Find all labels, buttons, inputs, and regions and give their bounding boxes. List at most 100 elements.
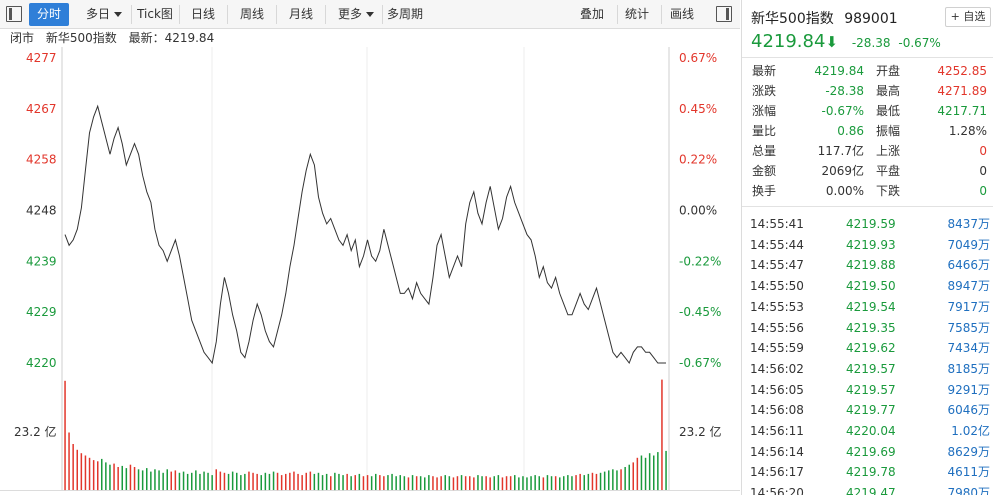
intraday-chart[interactable]: 4277 0.67% 4267 0.45% 4258 0.22% 4248 0.00% 4239… [0,47,740,495]
volume-bar [280,475,283,491]
tick-price: 4219.78 [846,465,896,480]
quote-row: 涨幅 -0.67% 最低 4217.71 [742,101,993,121]
quote-row: 量比 0.86 振幅 1.28% [742,121,993,141]
volume-bar [301,475,303,491]
tab-weekly[interactable]: 周线 [239,7,264,21]
toggle-left-panel-icon[interactable] [6,6,22,22]
tick-volume: 7585万 [947,320,990,335]
volume-bar [546,475,549,491]
tick-time: 14:56:14 [750,444,804,459]
volume-bar [231,471,234,490]
tick-price: 4219.69 [846,444,896,459]
toolbar-divider [131,5,132,24]
volume-bar [170,471,172,490]
volume-bar [125,468,128,490]
quote-row: 涨跌 -28.38 最高 4271.89 [742,81,993,101]
toolbar-divider [227,5,228,24]
quote-label: 涨跌 [752,84,777,98]
tick-volume: 8437万 [947,217,990,231]
volume-bar [444,475,446,491]
chart-info-line: 闭市 新华500指数 最新：4219.84 [0,29,740,47]
tab-more-label: 更多 [337,7,362,21]
tick-price: 4219.62 [846,341,896,356]
index-name: 新华500指数 [45,31,117,45]
add-to-watchlist-button[interactable]: + 自选 [945,7,991,27]
volume-bar [534,475,536,491]
market-status: 闭市 [10,31,35,45]
volume-bar [407,477,410,491]
volume-bar [571,476,573,490]
tab-multi-period[interactable]: 多周期 [386,7,423,21]
volume-bar [305,472,307,491]
tab-more[interactable]: 更多 [332,3,380,26]
volume-bar [375,473,377,490]
y-axis-pct-label: -0.22% [679,254,721,268]
volume-bar [158,470,160,490]
volume-bar [599,472,602,491]
price-change-percent: -0.67% [898,36,941,50]
tab-monthly[interactable]: 月线 [288,7,313,21]
tab-multi-day[interactable]: 多日 [79,3,129,26]
volume-bar [150,471,152,490]
volume-bar [379,475,381,491]
volume-bar [264,472,267,491]
tab-daily[interactable]: 日线 [190,7,215,21]
volume-bar [432,476,434,490]
y-axis-pct-label: -0.67% [679,356,721,370]
tick-row: 14:56:11 4220.04 1.02亿 [742,421,993,441]
tick-volume: 9291万 [947,382,990,397]
volume-bar [456,476,459,490]
chevron-down-icon [366,12,374,17]
y-axis-pct-label: -0.45% [679,305,721,319]
tab-multi-day-label: 多日 [85,7,110,21]
volume-bar [297,473,299,490]
volume-bar [632,462,634,490]
volume-bar [117,467,119,490]
tick-price: 4219.93 [846,237,896,252]
volume-bar [186,473,189,490]
volume-bar [575,475,577,491]
y-axis-pct-label: 0.00% [679,204,717,218]
volume-bar [260,475,262,491]
stock-code: 989001 [844,11,898,27]
toggle-right-panel-icon[interactable] [716,6,732,22]
draw-line-button[interactable]: 画线 [669,7,694,21]
tab-intraday[interactable]: 分时 [29,3,69,26]
volume-bar [191,472,193,491]
current-price: 4219.84 [751,31,826,52]
volume-bar [644,457,647,490]
quote-value: 4252.85 [937,64,987,78]
tick-volume: 8629万 [947,444,990,459]
tick-volume: 7917万 [947,299,990,314]
price-change: -28.38 [851,36,891,50]
statistics-button[interactable]: 统计 [624,7,649,21]
tick-volume: 1.02亿 [951,424,990,438]
volume-bar [141,470,144,490]
volume-bar [325,473,328,490]
overlay-button[interactable]: 叠加 [579,7,604,21]
tick-price: 4219.77 [846,403,896,418]
tick-volume: 7434万 [947,341,990,356]
tick-price: 4219.50 [846,279,896,294]
volume-bar [628,464,630,490]
price-line [64,104,666,365]
volume-bar [452,477,455,491]
y-axis-pct-label: 0.67% [679,51,717,65]
tab-tick-chart[interactable]: Tick图 [137,7,173,21]
quote-label: 振幅 [876,124,901,138]
volume-bar [244,473,246,490]
tick-time: 14:55:53 [750,299,804,314]
tick-price: 4220.04 [846,424,896,438]
volume-bar [162,472,164,491]
volume-bar [236,472,238,491]
volume-bar [370,476,373,490]
volume-bar [648,453,651,490]
volume-bar [509,476,512,490]
volume-bar [219,471,222,490]
volume-bar [84,455,87,490]
volume-bar [248,471,250,490]
volume-bar [211,475,213,491]
volume-bar [313,473,316,490]
volume-bars [64,379,667,491]
tick-time: 14:56:20 [750,486,804,495]
